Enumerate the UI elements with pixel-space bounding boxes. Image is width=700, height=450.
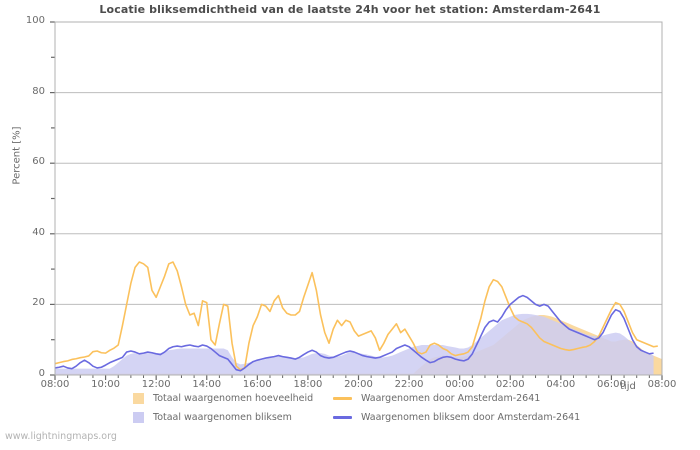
- x-axis-title: tijd: [620, 381, 636, 392]
- legend-area-swatch-icon: [133, 392, 144, 404]
- line-observed-by-station: [54, 261, 658, 371]
- x-tick-label-4: 16:00: [242, 379, 272, 390]
- x-tick-label-7: 22:00: [394, 379, 424, 390]
- watermark: www.lightningmaps.org: [5, 431, 117, 442]
- x-tick-label-11: 06:00: [596, 379, 626, 390]
- legend-item-0[interactable]: Totaal waargenomen hoeveelheid: [133, 389, 313, 407]
- y-tick-label-20: 20: [32, 297, 45, 309]
- legend-line-swatch-icon: [333, 396, 352, 400]
- plot-background: [54, 21, 663, 376]
- legend-item-2[interactable]: Totaal waargenomen bliksem: [133, 408, 292, 426]
- legend-area-swatch-icon: [133, 411, 144, 423]
- x-tick-label-1: 10:00: [91, 379, 120, 390]
- legend-label: Waargenomen bliksem door Amsterdam-2641: [361, 411, 581, 423]
- legend-line-swatch-icon: [333, 415, 352, 419]
- legend-item-1[interactable]: Waargenomen door Amsterdam-2641: [333, 389, 540, 407]
- x-tick-label-5: 18:00: [293, 379, 323, 390]
- plot-border: [54, 21, 663, 376]
- y-tick-label-80: 80: [32, 85, 45, 97]
- y-tick-label-40: 40: [32, 226, 45, 238]
- x-tick-label-9: 02:00: [495, 379, 525, 390]
- legend-label: Totaal waargenomen bliksem: [153, 411, 292, 423]
- y-tick-label-60: 60: [32, 156, 45, 168]
- y-tick-label-100: 100: [25, 15, 45, 26]
- page-title: Locatie bliksemdichtheid van de laatste …: [99, 3, 601, 16]
- x-tick-label-0: 08:00: [40, 379, 70, 390]
- y-tick-label-0: 0: [38, 368, 45, 379]
- area-total-lightning: [55, 313, 654, 375]
- legend-label: Totaal waargenomen hoeveelheid: [153, 392, 314, 404]
- x-tick-label-6: 20:00: [344, 379, 373, 390]
- x-tick-label-10: 04:00: [546, 379, 576, 390]
- legend-item-3[interactable]: Waargenomen bliksem door Amsterdam-2641: [333, 408, 580, 426]
- chart-legend: Totaal waargenomen hoeveelheid Waargenome…: [0, 389, 700, 429]
- x-tick-label-12: 08:00: [647, 379, 677, 390]
- x-tick-label-8: 00:00: [445, 379, 475, 390]
- legend-label: Waargenomen door Amsterdam-2641: [361, 392, 541, 404]
- line-lightning-observed-by-station: [54, 294, 654, 372]
- x-tick-label-3: 14:00: [192, 379, 222, 390]
- x-tick-label-2: 12:00: [141, 379, 171, 390]
